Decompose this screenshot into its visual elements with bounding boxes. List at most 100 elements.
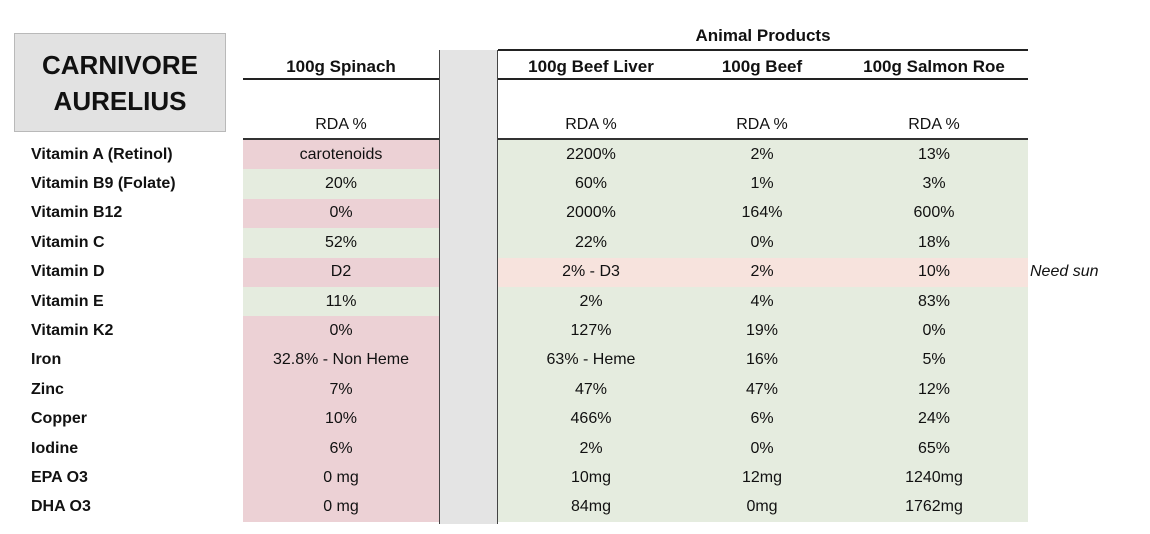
cell-vitamin-e-col1: 2% [579,292,603,310]
row-label-vitamin-c: Vitamin C [31,233,105,251]
cell-vitamin-b9-folate-col3: 3% [922,175,946,193]
band-animal-vitamin-b9-folate [498,169,1028,199]
cell-vitamin-b9-folate-col1: 60% [574,175,608,193]
cell-vitamin-d-col0: D2 [330,263,352,281]
cell-copper-col0: 10% [324,410,358,428]
row-label-copper: Copper [31,410,87,428]
row-label-vitamin-e: Vitamin E [31,292,104,310]
band-spinach-vitamin-k2 [243,316,439,346]
cell-vitamin-a-retinol-col2: 2% [750,145,774,163]
band-spinach-vitamin-a-retinol [243,140,439,170]
cell-vitamin-b12-col1: 2000% [566,204,616,222]
band-animal-vitamin-c [498,228,1028,258]
cell-vitamin-d-col2: 2% [750,263,774,281]
row-label-epa-o3: EPA O3 [31,469,88,487]
band-spinach-epa-o3 [243,463,439,493]
band-animal-vitamin-d [498,257,1028,287]
band-animal-vitamin-a-retinol [498,140,1028,170]
note-vitamin-d: Need sun [1030,263,1099,281]
band-animal-iodine [498,434,1028,464]
header-underline-animal [498,78,1028,80]
band-animal-dha-o3 [498,492,1028,523]
band-spinach-vitamin-c [243,228,439,258]
header-underline-spinach [243,78,439,80]
separator-column [439,50,498,524]
cell-dha-o3-col2: 0mg [746,498,778,516]
cell-epa-o3-col0: 0 mg [323,469,359,487]
cell-dha-o3-col3: 1762mg [905,498,963,516]
cell-copper-col2: 6% [750,410,774,428]
row-label-vitamin-b12: Vitamin B12 [31,204,123,222]
cell-zinc-col1: 47% [574,380,608,398]
cell-vitamin-a-retinol-col3: 13% [917,145,951,163]
sub-header-salmon-roe: RDA % [908,116,960,133]
cell-iron-col0: 32.8% - Non Heme [272,351,410,369]
row-label-vitamin-b9-folate: Vitamin B9 (Folate) [31,175,176,193]
cell-epa-o3-col1: 10mg [570,469,612,487]
band-spinach-iron [243,345,439,376]
sub-underline-animal [498,138,1028,140]
group-label: Animal Products [695,26,831,45]
row-label-zinc: Zinc [31,380,64,398]
row-label-vitamin-k2: Vitamin K2 [31,322,114,340]
cell-vitamin-k2-col3: 0% [922,322,946,340]
row-label-iron: Iron [31,351,62,369]
row-label-vitamin-d: Vitamin D [31,263,105,281]
band-spinach-vitamin-b12 [243,198,439,229]
cell-vitamin-k2-col2: 19% [745,322,779,340]
cell-zinc-col2: 47% [745,380,779,398]
cell-vitamin-e-col3: 83% [917,292,951,310]
cell-iodine-col1: 2% [579,439,603,457]
cell-copper-col3: 24% [917,410,951,428]
logo: CARNIVORE AURELIUS [14,33,226,132]
cell-vitamin-d-col1: 2% - D3 [562,263,620,281]
row-label-dha-o3: DHA O3 [31,498,91,516]
column-header-beef: 100g Beef [721,57,803,76]
band-spinach-vitamin-d [243,257,439,287]
column-header-salmon-roe: 100g Salmon Roe [863,57,1005,76]
cell-vitamin-d-col3: 10% [917,263,951,281]
sub-header-spinach: RDA % [315,116,367,133]
sub-header-beef: RDA % [736,116,788,133]
cell-vitamin-e-col2: 4% [750,292,774,310]
cell-vitamin-a-retinol-col0: carotenoids [299,145,383,163]
column-header-beef-liver: 100g Beef Liver [528,57,654,76]
cell-iron-col3: 5% [922,351,946,369]
row-label-vitamin-a-retinol: Vitamin A (Retinol) [31,145,173,163]
band-animal-vitamin-b12 [498,198,1028,229]
band-spinach-dha-o3 [243,492,439,523]
band-animal-epa-o3 [498,463,1028,493]
cell-vitamin-b9-folate-col2: 1% [750,175,774,193]
cell-vitamin-c-col3: 18% [917,233,951,251]
band-animal-vitamin-e [498,287,1028,317]
cell-epa-o3-col3: 1240mg [905,469,963,487]
cell-iron-col1: 63% - Heme [546,351,636,369]
logo-line-1: CARNIVORE [41,49,198,80]
band-spinach-iodine [243,434,439,464]
cell-vitamin-b12-col2: 164% [741,204,783,222]
band-animal-zinc [498,375,1028,405]
cell-dha-o3-col1: 84mg [570,498,612,516]
cell-vitamin-k2-col0: 0% [329,322,353,340]
group-underline [498,49,1028,51]
cell-vitamin-b9-folate-col0: 20% [324,175,358,193]
band-spinach-vitamin-b9-folate [243,169,439,199]
cell-vitamin-c-col0: 52% [324,233,358,251]
cell-iodine-col2: 0% [750,439,774,457]
cell-vitamin-c-col2: 0% [750,233,774,251]
cell-iron-col2: 16% [745,351,779,369]
cell-iodine-col3: 65% [917,439,951,457]
cell-dha-o3-col0: 0 mg [323,498,359,516]
band-animal-iron [498,345,1028,376]
cell-copper-col1: 466% [570,410,612,428]
cell-vitamin-k2-col1: 127% [570,322,612,340]
sub-underline-spinach [243,138,439,140]
cell-vitamin-b12-col0: 0% [329,204,353,222]
cell-zinc-col3: 12% [917,380,951,398]
band-spinach-zinc [243,375,439,405]
column-header-spinach: 100g Spinach [286,57,396,76]
band-spinach-copper [243,404,439,434]
cell-vitamin-c-col1: 22% [574,233,608,251]
cell-vitamin-e-col0: 11% [325,292,357,310]
cell-zinc-col0: 7% [329,380,353,398]
